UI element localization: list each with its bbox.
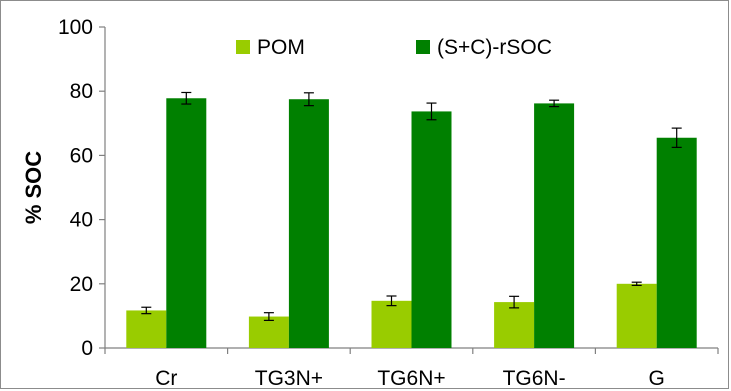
bar-pom-cr	[126, 310, 167, 348]
x-tick-label: G	[649, 367, 665, 390]
y-tick-label: 60	[70, 144, 93, 167]
bar-pom-tg6n	[494, 302, 535, 348]
bar-s-c-rsoc-tg3n	[288, 99, 329, 348]
bar-s-c-rsoc-g	[656, 137, 697, 348]
bar-s-c-rsoc-tg6n	[411, 111, 452, 348]
y-axis: 0 20 40 60 80 100	[58, 16, 106, 360]
bars	[126, 98, 697, 349]
x-tick-label: TG6N+	[377, 367, 445, 390]
x-tick-label: Cr	[155, 367, 177, 390]
y-tick-label: 20	[70, 273, 93, 296]
legend-swatch	[236, 40, 250, 54]
legend-label: (S+C)-rSOC	[437, 36, 552, 59]
error-bars	[141, 91, 682, 321]
x-tick-label: TG3N+	[255, 367, 323, 390]
bar-s-c-rsoc-tg6n	[534, 103, 575, 348]
bar-pom-tg6n	[371, 300, 412, 348]
legend-swatch	[416, 40, 430, 54]
x-tick-label: TG6N-	[503, 367, 566, 390]
y-tick-label: 100	[58, 16, 93, 39]
y-tick-label: 0	[81, 337, 93, 360]
y-axis-title: % SOC	[21, 151, 46, 224]
bar-pom-tg3n	[248, 316, 289, 348]
y-tick-label: 80	[70, 80, 93, 103]
bar-pom-g	[616, 283, 657, 348]
x-axis: Cr TG3N+ TG6N+ TG6N- G	[104, 347, 719, 390]
legend: POM (S+C)-rSOC	[236, 36, 552, 59]
y-tick-label: 40	[70, 209, 93, 232]
legend-label: POM	[257, 36, 305, 59]
bar-s-c-rsoc-cr	[166, 98, 207, 349]
